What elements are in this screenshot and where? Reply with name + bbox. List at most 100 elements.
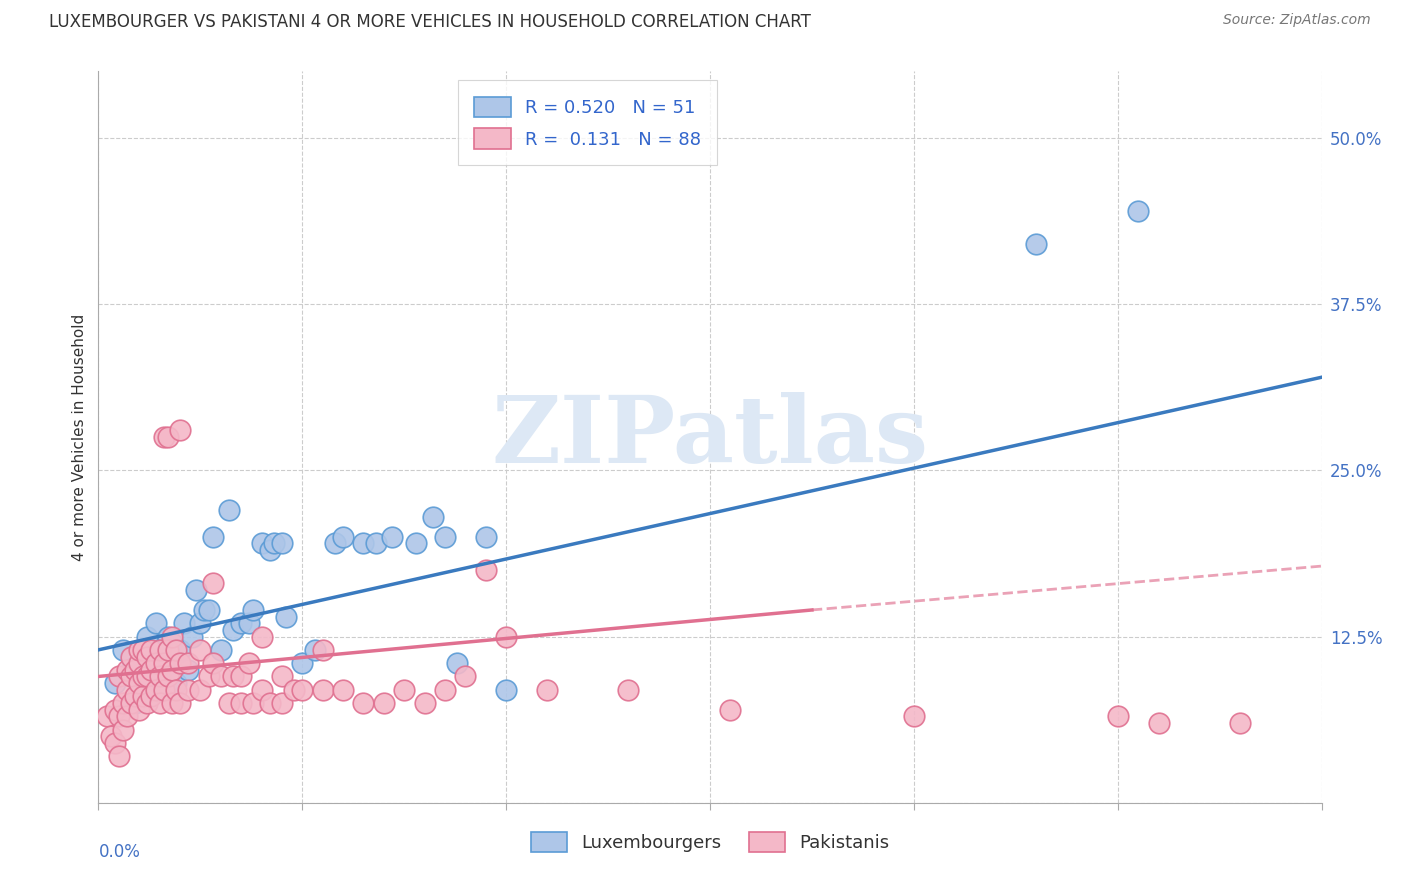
Point [242,696,264,710]
Point [283,682,305,697]
Point [160,696,183,710]
Point [291,682,314,697]
Point [100,729,122,743]
Point [173,616,195,631]
Text: LUXEMBOURGER VS PAKISTANI 4 OR MORE VEHICLES IN HOUSEHOLD CORRELATION CHART: LUXEMBOURGER VS PAKISTANI 4 OR MORE VEHI… [49,13,811,31]
Point [222,623,245,637]
Point [446,656,468,670]
Point [165,643,187,657]
Point [231,669,253,683]
Point [193,603,215,617]
Point [108,749,131,764]
Point [188,682,212,697]
Point [495,682,517,697]
Point [149,643,172,657]
Point [304,643,326,657]
Point [115,682,138,697]
Point [169,424,191,438]
Point [238,656,260,670]
Point [160,636,183,650]
Y-axis label: 4 or more Vehicles in Household: 4 or more Vehicles in Household [72,313,87,561]
Point [136,669,159,683]
Point [222,669,245,683]
Point [108,709,131,723]
Point [169,656,191,670]
Point [111,723,134,737]
Point [156,643,179,657]
Point [132,669,155,683]
Point [145,656,167,670]
Point [188,643,212,657]
Point [149,696,172,710]
Point [270,696,294,710]
Point [132,643,155,657]
Point [201,656,224,670]
Point [111,643,134,657]
Point [104,676,127,690]
Point [332,530,354,544]
Point [291,656,314,670]
Point [111,696,134,710]
Point [104,703,127,717]
Point [231,696,253,710]
Point [1229,716,1251,731]
Point [156,430,179,444]
Point [124,696,146,710]
Point [108,669,131,683]
Point [104,736,127,750]
Point [165,682,187,697]
Point [474,563,498,577]
Point [136,649,159,664]
Point [115,663,138,677]
Point [1025,237,1047,252]
Text: Source: ZipAtlas.com: Source: ZipAtlas.com [1223,13,1371,28]
Point [364,536,387,550]
Point [209,643,232,657]
Point [188,616,212,631]
Point [312,643,335,657]
Text: ZIPatlas: ZIPatlas [492,392,928,482]
Point [274,609,297,624]
Point [413,696,436,710]
Point [149,643,172,657]
Point [201,530,224,544]
Point [96,709,118,723]
Point [152,656,174,670]
Point [250,682,273,697]
Point [720,703,742,717]
Point [405,536,427,550]
Point [201,576,224,591]
Point [434,530,457,544]
Point [231,616,253,631]
Point [209,669,232,683]
Point [177,682,200,697]
Point [145,656,167,670]
Point [617,682,640,697]
Point [120,696,142,710]
Point [352,536,374,550]
Point [238,616,260,631]
Point [132,682,155,697]
Point [250,630,273,644]
Point [454,669,477,683]
Point [169,643,191,657]
Point [152,656,174,670]
Point [218,503,240,517]
Point [149,669,172,683]
Point [197,669,219,683]
Point [141,690,163,704]
Point [1147,716,1170,731]
Point [903,709,925,723]
Point [186,582,208,597]
Text: 0.0%: 0.0% [98,843,141,861]
Point [149,676,172,690]
Point [352,696,374,710]
Point [136,696,159,710]
Point [373,696,395,710]
Point [218,696,240,710]
Point [160,630,183,644]
Point [422,509,444,524]
Point [259,543,281,558]
Point [145,682,167,697]
Point [124,663,146,677]
